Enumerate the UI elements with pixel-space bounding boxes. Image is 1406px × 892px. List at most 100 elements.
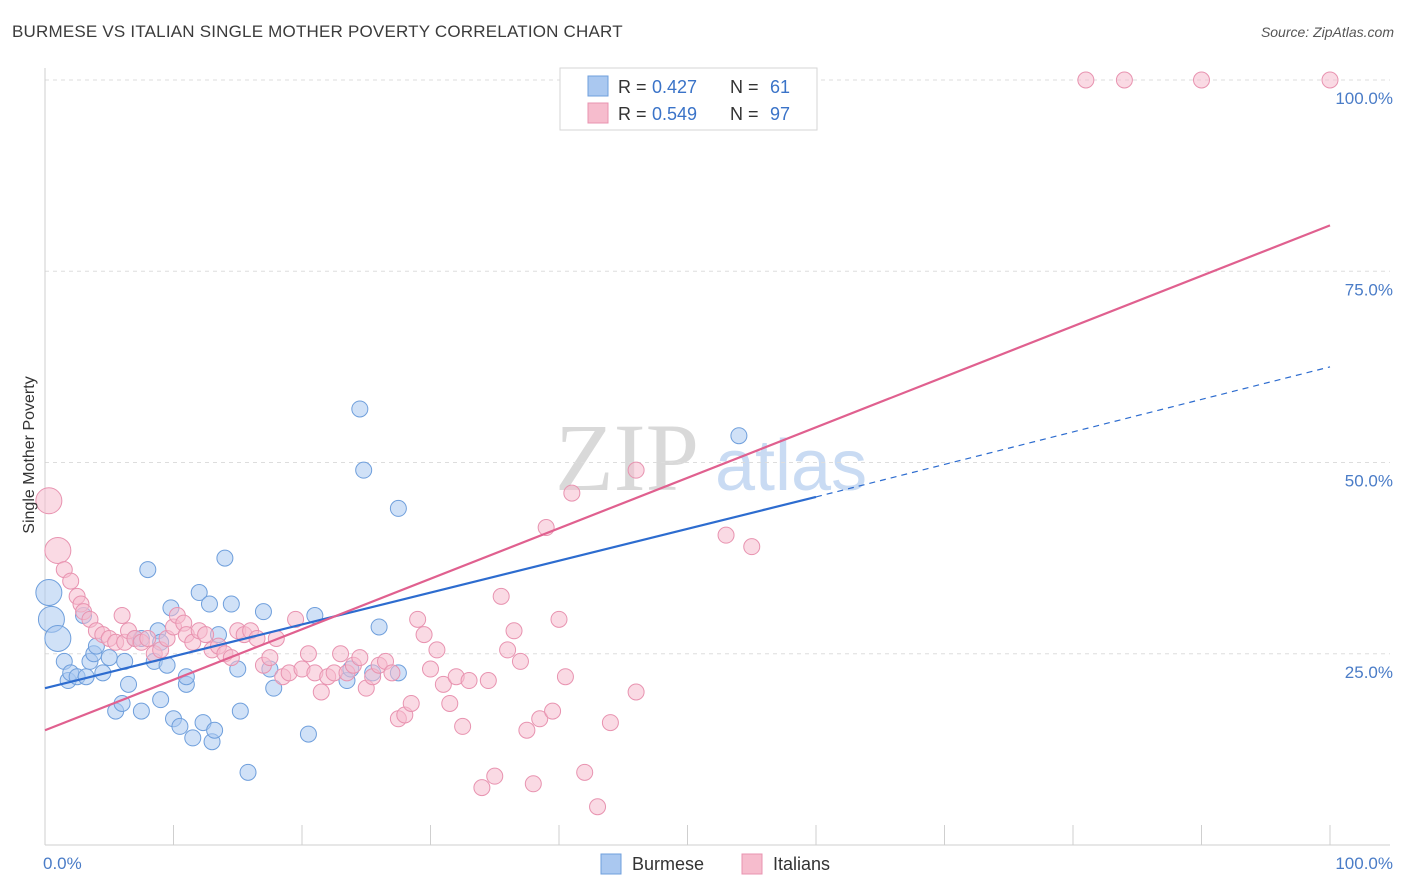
y-tick-label: 50.0% — [1345, 472, 1393, 491]
legend-bottom-italian-label: Italians — [773, 854, 830, 874]
legend-burmese-swatch — [587, 75, 609, 97]
italian-point — [505, 622, 523, 640]
y-axis-title: Single Mother Poverty — [21, 376, 38, 533]
italian-point — [473, 779, 491, 797]
source-credit: Source: ZipAtlas.com — [1260, 24, 1394, 40]
burmese-point — [265, 679, 283, 697]
italian-point — [556, 668, 574, 686]
italian-point — [383, 664, 401, 682]
italian-point — [479, 672, 497, 690]
burmese-point — [355, 461, 373, 479]
burmese-point — [184, 729, 202, 747]
legend-stats: R = 0.427 N = 61 R = 0.549 N = 97 — [559, 67, 818, 131]
burmese-point — [35, 579, 63, 607]
y-tick-label: 25.0% — [1345, 663, 1393, 682]
y-tick-label: 75.0% — [1345, 280, 1393, 299]
y-tick-label: 100.0% — [1335, 89, 1393, 108]
italian-point — [743, 538, 761, 556]
trend-lines — [44, 224, 1331, 732]
burmese-point — [239, 763, 257, 781]
legend-burmese-n-value: 61 — [770, 77, 790, 97]
legend-burmese-r-value: 0.427 — [652, 77, 697, 97]
burmese-point — [139, 561, 157, 579]
italian-point — [312, 683, 330, 701]
watermark: ZIP atlas — [555, 404, 867, 511]
italian-point — [35, 487, 63, 515]
chart-title: BURMESE VS ITALIAN SINGLE MOTHER POVERTY… — [12, 22, 623, 41]
italian-point — [1077, 71, 1095, 89]
italian-point — [589, 798, 607, 816]
italian-points — [35, 71, 1339, 816]
x-tick-label: 0.0% — [43, 854, 82, 873]
legend-italian-n-value: 97 — [770, 104, 790, 124]
legend-italian-r-label: R = — [618, 104, 647, 124]
italian-point — [576, 763, 594, 781]
x-tick-label: 100.0% — [1335, 854, 1393, 873]
italian-point — [1115, 71, 1133, 89]
burmese-point — [254, 603, 272, 621]
italian-point — [299, 645, 317, 663]
italian-point — [454, 717, 472, 735]
italian-point — [422, 660, 439, 678]
burmese-point — [190, 584, 208, 602]
legend-bottom-burmese-label: Burmese — [632, 854, 704, 874]
italian-point — [717, 526, 735, 544]
burmese-point — [206, 721, 224, 739]
legend-italian-swatch — [587, 102, 609, 124]
gridlines — [45, 79, 1390, 655]
italian-point — [486, 767, 504, 785]
burmese-trend-line — [44, 495, 817, 690]
burmese-point — [152, 691, 170, 709]
burmese-point — [44, 624, 72, 652]
italian-point — [563, 484, 581, 502]
italian-point — [332, 645, 350, 663]
italian-point — [524, 775, 542, 793]
italian-point — [287, 610, 305, 628]
burmese-point — [171, 717, 189, 735]
burmese-point — [370, 618, 388, 636]
italian-point — [44, 536, 72, 564]
burmese-point — [351, 400, 369, 418]
italian-point — [197, 626, 215, 644]
italian-point — [492, 587, 510, 605]
italian-point — [627, 461, 645, 479]
italian-point — [1321, 71, 1339, 89]
italian-point — [511, 652, 529, 670]
italian-point — [531, 710, 549, 728]
burmese-point — [132, 702, 150, 720]
italian-point — [428, 641, 446, 659]
burmese-point — [222, 595, 240, 613]
burmese-point — [120, 675, 138, 693]
italian-point — [550, 610, 568, 628]
burmese-point — [200, 595, 218, 613]
italian-point — [434, 675, 452, 693]
italian-point — [351, 649, 369, 667]
italian-point — [544, 702, 562, 720]
italian-point — [139, 629, 157, 647]
italian-point — [499, 641, 517, 659]
axes — [44, 68, 1390, 846]
italian-point — [460, 672, 478, 690]
burmese-trend-extension — [815, 366, 1331, 498]
burmese-point — [730, 427, 748, 445]
tick-labels: 25.0% 50.0% 75.0% 100.0% 0.0% 100.0% — [43, 89, 1393, 873]
legend-italian-r-value: 0.549 — [652, 104, 697, 124]
italian-point — [409, 610, 427, 628]
burmese-point — [231, 702, 249, 720]
legend-italian-n-label: N = — [730, 104, 759, 124]
italian-point — [627, 683, 645, 701]
italian-point — [1193, 71, 1210, 89]
legend-bottom-italian-swatch — [741, 853, 763, 875]
burmese-point — [389, 499, 407, 517]
burmese-point — [299, 725, 317, 743]
italian-trend-line — [44, 224, 1331, 732]
burmese-point — [100, 649, 118, 667]
legend-burmese-n-label: N = — [730, 77, 759, 97]
italian-point — [402, 694, 420, 712]
burmese-point — [216, 549, 234, 567]
italian-point — [113, 607, 131, 624]
italian-point — [518, 721, 536, 739]
legend-series: Burmese Italians — [600, 853, 830, 875]
italian-point — [261, 649, 279, 667]
